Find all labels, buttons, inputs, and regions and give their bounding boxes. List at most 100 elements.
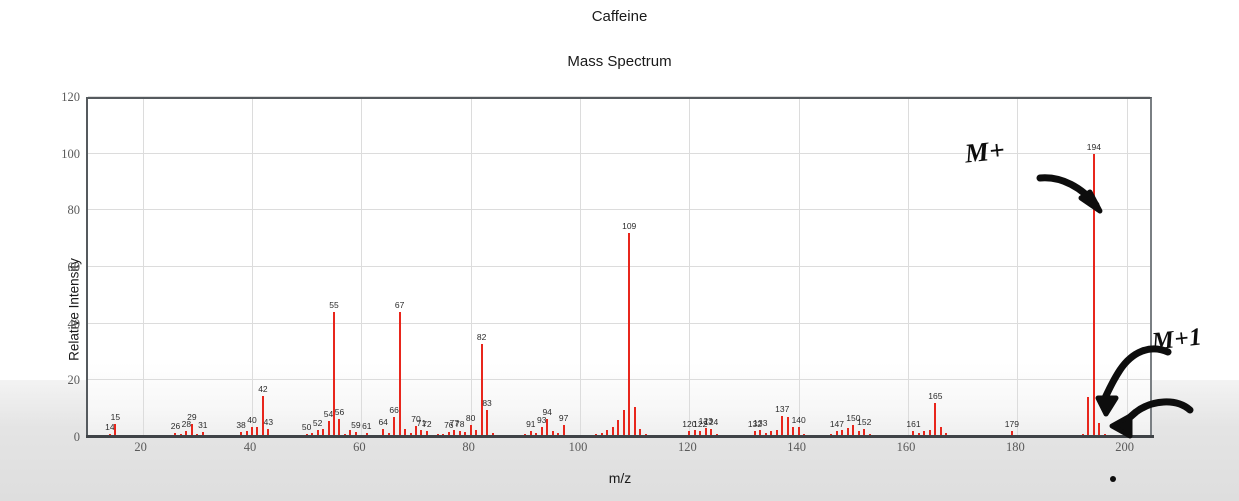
gridline-horizontal: [88, 379, 1150, 381]
peak-label: 14: [105, 421, 115, 432]
spectrum-peak: [617, 420, 620, 437]
x-tick-label: 140: [787, 440, 807, 454]
peak-label: 147: [829, 419, 845, 430]
peak-label: 50: [301, 421, 312, 432]
spectrum-peak: [611, 426, 614, 437]
spectrum-peak: [857, 431, 860, 437]
y-tick-label: 80: [67, 203, 81, 218]
peak-label: 40: [247, 415, 257, 426]
gridline-vertical: [361, 99, 363, 437]
spectrum-peak: [240, 432, 243, 437]
spectrum-peak: [425, 431, 428, 437]
gridline-vertical: [689, 99, 691, 437]
spectrum-peak: [267, 428, 270, 437]
spectrum-peak: [261, 395, 264, 437]
gridline-vertical: [580, 99, 581, 437]
spectrum-peak: [447, 431, 450, 437]
spectrum-peak: [316, 429, 319, 437]
spectrum-peak: [480, 343, 483, 437]
spectrum-peak: [114, 424, 117, 437]
spectrum-peak: [863, 428, 866, 437]
y-tick-label: 60: [67, 260, 81, 274]
peak-label: 140: [791, 414, 806, 425]
gridline-vertical: [142, 99, 144, 437]
spectrum-peak: [327, 421, 330, 437]
peak-label: 120: [682, 418, 697, 429]
peak-label: 93: [536, 414, 547, 425]
peak-label: 70: [411, 413, 421, 424]
peak-label: 42: [258, 383, 268, 394]
spectrum-peak: [1092, 153, 1095, 437]
gridline-vertical: [908, 99, 909, 437]
spectrum-peak: [458, 431, 461, 437]
peak-label: 124: [704, 416, 719, 427]
spectrum-peak: [529, 431, 532, 437]
spectrum-peak: [939, 427, 942, 437]
spectrum-peak: [201, 431, 204, 437]
peak-label: 38: [236, 420, 246, 431]
gridline-vertical: [470, 99, 472, 437]
spectrum-peak: [562, 425, 565, 437]
spectrum-peak: [781, 415, 784, 437]
peak-label: 26: [170, 421, 181, 432]
spectrum-peak: [557, 432, 560, 437]
peak-label: 15: [110, 412, 121, 423]
x-tick-label: 60: [353, 440, 366, 454]
peak-label: 54: [323, 409, 334, 420]
spectrum-peak: [688, 430, 691, 437]
y-tick-label: 120: [61, 90, 80, 104]
gridline-horizontal: [88, 322, 1150, 324]
spectrum-peak: [475, 429, 478, 437]
y-axis-ticks: Relative Intensity 0 20 40 60 80 100 120: [36, 90, 81, 444]
x-tick-label: 20: [134, 440, 147, 454]
spectrum-peak: [633, 407, 636, 437]
spectrum-peak: [846, 427, 849, 437]
spectrum-peak: [393, 417, 396, 437]
spectrum-peak: [486, 410, 489, 437]
peak-label: 64: [378, 417, 388, 428]
x-tick-label: 160: [896, 440, 916, 454]
peak-label: 161: [906, 419, 921, 430]
spectrum-peak: [546, 419, 549, 437]
spectrum-peak: [491, 432, 494, 437]
spectrum-peak: [622, 410, 625, 437]
spectrum-peak: [710, 428, 713, 437]
peak-label: 152: [857, 416, 872, 427]
spectrum-peak: [354, 432, 357, 437]
spectrum-peak: [382, 429, 385, 437]
spectrum-peak: [759, 429, 762, 437]
spectrum-peak: [912, 431, 915, 437]
spectrum-peak: [704, 427, 707, 437]
spectrum-peak: [1087, 397, 1090, 437]
y-tick-label: 40: [67, 316, 81, 331]
peak-label: 109: [622, 221, 637, 231]
y-tick-label: 0: [73, 430, 80, 444]
spectrum-peak: [923, 431, 926, 437]
spectrum-peak: [322, 428, 325, 437]
peak-label: 52: [312, 417, 323, 428]
peak-label: 59: [351, 420, 361, 431]
spectrum-peak: [420, 430, 423, 437]
page-subtitle: Mass Spectrum: [567, 53, 672, 70]
spectrum-peak: [185, 430, 188, 437]
peak-label: 80: [465, 413, 476, 424]
spectrum-peak: [753, 431, 756, 437]
peak-label: 123: [698, 415, 713, 426]
x-tick-label: 180: [1005, 440, 1025, 454]
peak-label: 94: [542, 407, 552, 418]
spectrum-peak: [190, 423, 193, 437]
spectrum-peak: [1098, 422, 1101, 437]
gridline-vertical: [1017, 99, 1019, 437]
spectrum-peak: [786, 417, 789, 437]
peak-label: 61: [362, 421, 372, 432]
spectrum-peak: [464, 432, 467, 437]
y-tick-label: 100: [61, 146, 80, 161]
gridline-horizontal: [88, 266, 1150, 267]
spectrum-peak: [251, 427, 253, 437]
spectrum-peak: [551, 430, 554, 437]
spectrum-peak: [835, 431, 838, 437]
peak-label: 122: [693, 418, 708, 429]
x-tick-label: 200: [1115, 440, 1135, 454]
spectrum-peak: [852, 425, 855, 437]
spectrum-peak: [775, 430, 778, 437]
